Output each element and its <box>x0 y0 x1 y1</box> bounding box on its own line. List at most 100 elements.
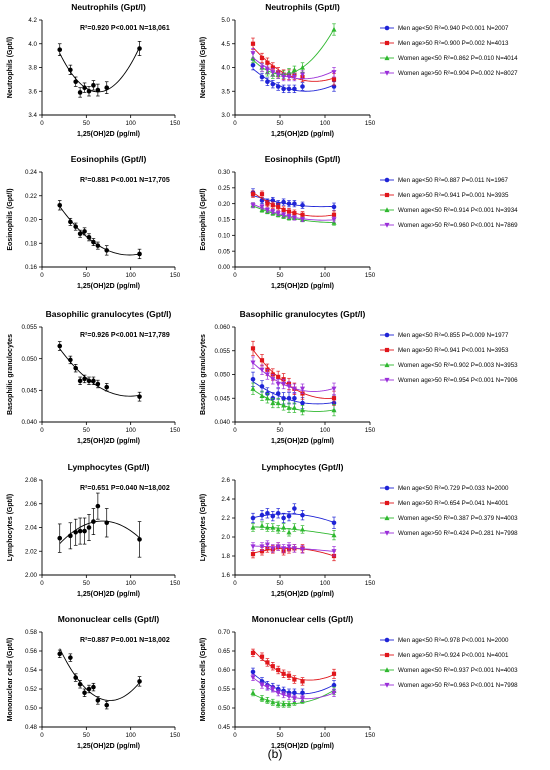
data-point <box>250 515 256 521</box>
legend-entry: Men age<50 R²=0.887 P=0.011 N=1967 <box>398 177 509 184</box>
chart-title: Neutrophils (Gpt/l) <box>71 2 146 12</box>
data-point <box>281 671 286 676</box>
y-tick-label: 0.045 <box>215 395 231 402</box>
y-axis-label: Mononuclear cells (Gpt/l) <box>200 638 207 722</box>
trend-curve <box>252 381 335 405</box>
data-point <box>95 381 101 387</box>
legend: Men age<50 R²=0.855 P=0.009 N=1977 Men ag… <box>380 332 518 384</box>
data-point <box>292 201 297 206</box>
data-point <box>275 526 281 532</box>
y-tick-label: 3.6 <box>28 88 37 95</box>
data-point <box>259 654 265 659</box>
data-point <box>270 546 276 552</box>
y-tick-label: 2.0 <box>221 534 230 541</box>
legend-entry: Women age>50 R²=0.963 P<0.001 N=7998 <box>398 682 518 689</box>
data-point <box>264 395 270 401</box>
data-point <box>281 74 287 80</box>
data-point <box>292 395 297 401</box>
y-tick-label: 0.65 <box>218 648 231 655</box>
data-point <box>250 675 256 681</box>
legend: Men age<50 R²=0.940 P<0.001 N=2007 Men ag… <box>380 25 518 77</box>
data-point <box>104 702 110 708</box>
data-point <box>264 542 270 548</box>
series-overall <box>57 492 142 558</box>
data-point <box>68 67 73 73</box>
y-tick-label: 0.10 <box>218 233 231 240</box>
x-axis-label: 1,25(OH)2D (pg/ml) <box>77 283 140 290</box>
data-point <box>286 701 292 707</box>
series-women-age-50 <box>250 382 337 417</box>
series-overall <box>57 200 142 260</box>
data-point <box>264 697 270 703</box>
trend-curve <box>59 520 140 544</box>
x-tick-label: 50 <box>83 732 90 739</box>
data-point <box>91 378 96 384</box>
data-point <box>286 405 292 410</box>
data-point <box>264 67 270 73</box>
legend: Men age<50 R²=0.978 P<0.001 N=2000 Men ag… <box>380 637 518 689</box>
legend-entry: Women age>50 R²=0.960 P<0.001 N=7869 <box>398 222 518 229</box>
data-point <box>82 528 87 534</box>
series-women-age-50 <box>250 540 337 557</box>
y-axis-label: Eosinophils (Gpt/l) <box>7 188 14 250</box>
data-point <box>331 532 337 538</box>
data-point <box>137 46 142 51</box>
data-point <box>82 85 87 90</box>
data-point <box>259 367 265 373</box>
data-point <box>281 86 286 92</box>
data-point <box>281 515 286 521</box>
data-point <box>286 74 292 80</box>
y-tick-label: 0.050 <box>215 372 231 379</box>
y-axis-label: Basophilic granulocytes <box>200 334 207 415</box>
series-women-age-50 <box>250 674 337 702</box>
y-axis-label: Lymphocytes (Gpt/l) <box>200 494 207 561</box>
legend-marker <box>384 667 390 673</box>
legend-marker <box>384 485 390 491</box>
series-men-age-50 <box>250 648 337 686</box>
y-tick-label: 0.22 <box>25 193 38 200</box>
stats-annotation: R²=0.887 P=0.001 N=18,002 <box>80 637 170 644</box>
trend-curve <box>59 348 140 397</box>
data-point <box>137 679 142 684</box>
y-tick-label: 2.4 <box>221 496 230 503</box>
data-point <box>275 84 281 89</box>
legend-marker <box>384 347 390 353</box>
series-women-age-50 <box>250 356 337 395</box>
data-point <box>77 90 83 95</box>
data-point <box>86 686 92 692</box>
x-tick-label: 0 <box>40 427 44 434</box>
data-point <box>259 683 265 688</box>
x-tick-label: 150 <box>365 120 376 127</box>
data-point <box>281 207 286 213</box>
series-men-age-50 <box>250 190 337 219</box>
y-tick-label: 0.70 <box>218 629 231 636</box>
data-point <box>300 202 305 208</box>
legend-marker <box>384 192 390 198</box>
data-point <box>331 212 337 217</box>
series-women-age-50 <box>250 23 337 79</box>
data-point <box>275 690 281 696</box>
data-point <box>86 88 92 94</box>
data-point <box>259 207 265 213</box>
data-point <box>291 67 297 72</box>
y-axis-label: Mononuclear cells (Gpt/l) <box>7 638 14 722</box>
data-point <box>104 248 110 253</box>
x-tick-label: 100 <box>126 580 137 587</box>
legend-marker <box>384 637 390 643</box>
x-tick-label: 100 <box>126 120 137 127</box>
x-tick-label: 150 <box>170 580 181 587</box>
data-point <box>331 386 337 392</box>
x-tick-label: 50 <box>277 732 284 739</box>
data-point <box>275 510 281 516</box>
data-point <box>265 79 270 85</box>
x-tick-label: 100 <box>126 272 137 279</box>
x-tick-label: 50 <box>83 580 90 587</box>
x-axis-label: 1,25(OH)2D (pg/ml) <box>77 438 140 445</box>
data-point <box>250 650 256 655</box>
y-tick-label: 0.25 <box>218 185 231 192</box>
y-tick-label: 0.20 <box>25 217 38 224</box>
data-point <box>259 74 265 80</box>
stats-annotation: R²=0.881 P<0.001 N=17,705 <box>80 177 170 184</box>
data-point <box>276 204 281 209</box>
